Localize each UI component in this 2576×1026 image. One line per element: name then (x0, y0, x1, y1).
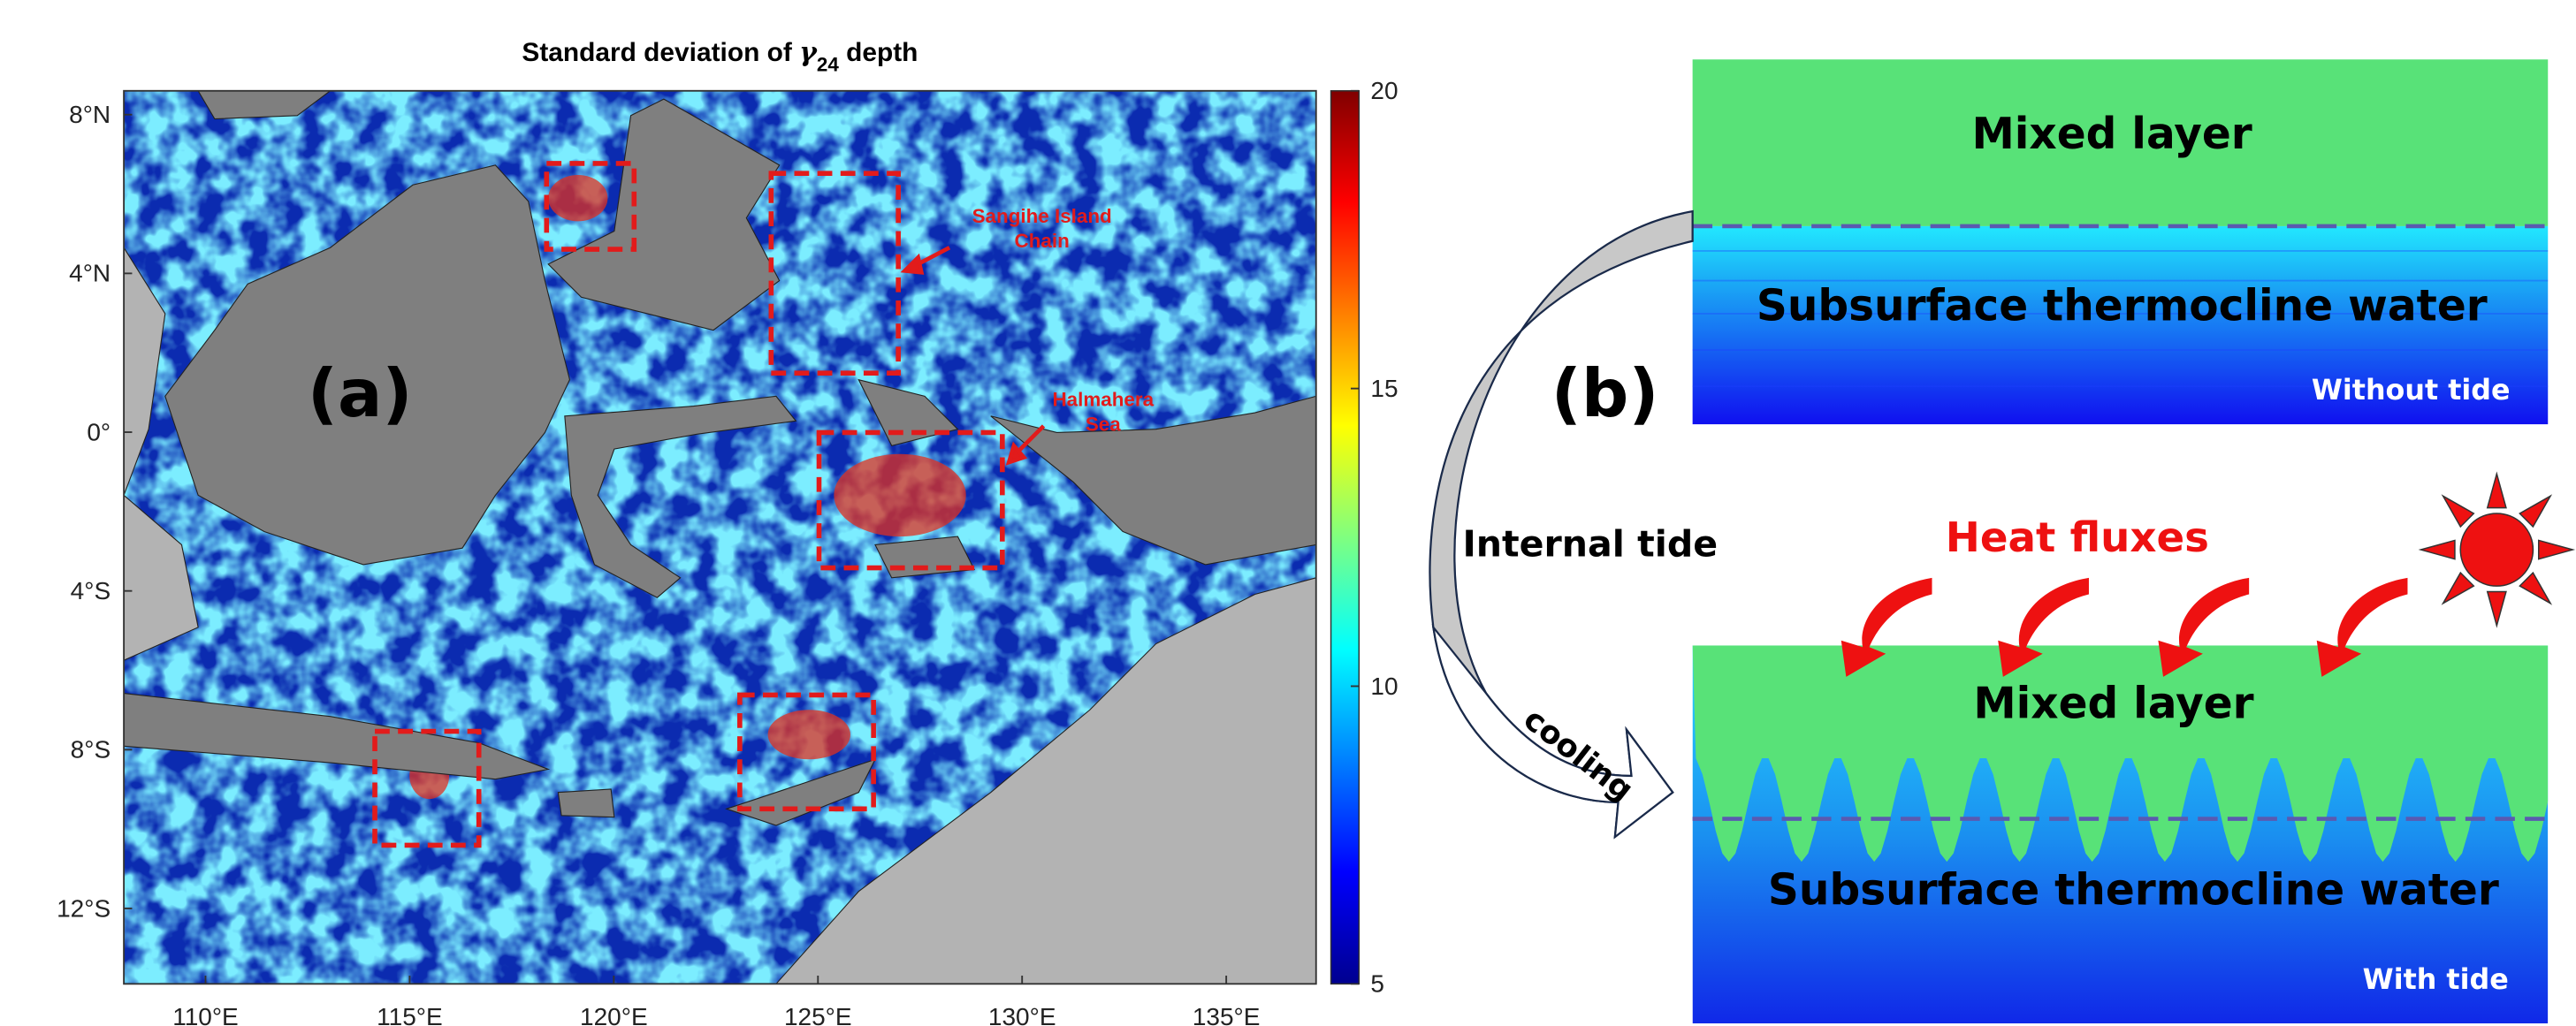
y-tick-label: 8°S (71, 736, 111, 764)
colorbar-tick-label: 15 (1370, 375, 1398, 402)
colorbar (1331, 91, 1360, 984)
panel-label: (b) (1551, 355, 1659, 432)
x-tick-label: 125°E (784, 1003, 852, 1026)
layer-label: Mixed layer (1973, 680, 2253, 729)
y-tick-label: 12°S (57, 894, 111, 922)
y-tick-label: 4°N (69, 260, 111, 287)
layer-label: Subsurface thermocline water (1757, 281, 2488, 331)
figure: Standard deviation of γ24 depth Sangihe … (0, 0, 2576, 1026)
x-tick-label: 130°E (988, 1003, 1056, 1026)
panel-tag: Without tide (2312, 375, 2511, 407)
forcing-label: Heat fluxes (1946, 514, 2209, 562)
y-tick-label: 0° (87, 418, 111, 445)
title-subscript: 24 (817, 53, 839, 75)
sun-ray (2443, 573, 2474, 604)
title-suffix: depth (839, 38, 918, 67)
x-tick-label: 120°E (580, 1003, 648, 1026)
x-tick-label: 115°E (377, 1003, 443, 1026)
panel-label: (a) (308, 355, 413, 432)
panel-tag: With tide (2363, 964, 2509, 996)
title-prefix: Standard deviation of (522, 38, 799, 67)
colorbar-tick-label: 20 (1370, 77, 1398, 104)
x-tick-label: 135°E (1193, 1003, 1261, 1026)
sun-ray (2488, 474, 2506, 508)
x-tick-label: 110°E (172, 1003, 239, 1026)
page: {"chart_data":{"type":"map", "panel_labe… (0, 0, 2576, 1026)
arrow-label: Internal tide (1463, 523, 1719, 566)
colorbar-tick-label: 5 (1370, 970, 1384, 998)
sun-ray (2519, 496, 2550, 527)
layer-label: Mixed layer (1971, 110, 2252, 159)
sun (2420, 474, 2572, 626)
y-tick-label: 4°S (71, 577, 111, 604)
sun-ray (2443, 496, 2474, 527)
colorbar-tick-label: 10 (1370, 673, 1398, 700)
sun-disc (2460, 513, 2533, 586)
sun-ray (2420, 540, 2455, 559)
sun-ray (2488, 591, 2506, 626)
sun-ray (2539, 540, 2573, 559)
sun-ray (2519, 573, 2550, 604)
title-symbol: γ (799, 37, 818, 68)
layer-label: Subsurface thermocline water (1768, 866, 2499, 916)
map-title: Standard deviation of γ24 depth (522, 37, 918, 75)
y-tick-label: 8°N (69, 101, 111, 128)
